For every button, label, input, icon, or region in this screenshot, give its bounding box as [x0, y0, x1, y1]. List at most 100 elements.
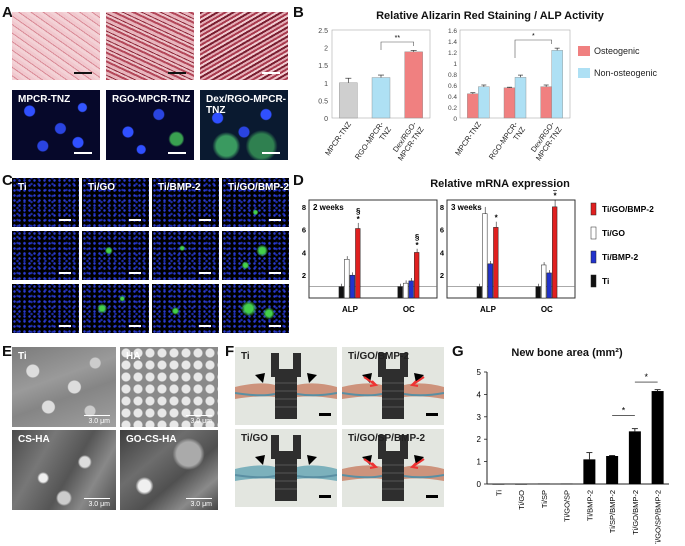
arrowhead-marker — [255, 455, 265, 465]
significance-bracket — [514, 39, 552, 58]
panel-label-f: F — [225, 343, 235, 360]
panel-label-d: D — [293, 172, 304, 189]
scale-bar — [129, 325, 141, 327]
bar — [408, 280, 414, 299]
legend-label: Ti/GO/BMP-2 — [602, 204, 654, 214]
y-tick-label: 1.2 — [448, 50, 457, 57]
legend-swatch — [578, 46, 590, 56]
sem-label: HA — [126, 351, 141, 362]
scale-bar — [59, 272, 71, 274]
x-tick-label: RGO-MPCR-TNZ — [353, 120, 393, 167]
bar — [371, 77, 391, 119]
significance-marker: ** — [395, 35, 401, 42]
scale-bar — [269, 325, 281, 327]
soft-tissue — [235, 392, 337, 397]
soft-tissue — [342, 392, 444, 397]
scale-bar — [426, 413, 438, 416]
x-tick-label: Ti/GO — [517, 490, 526, 510]
x-tick-label: Ti/GO/SP — [563, 490, 572, 522]
implant-body — [271, 353, 301, 419]
y-tick-label: 3 — [477, 413, 482, 422]
arrowhead-marker — [255, 373, 265, 383]
micrograph-immunofluorescence — [152, 231, 219, 280]
panel-label-e: E — [2, 343, 13, 360]
micrograph-immunofluorescence — [152, 284, 219, 333]
sem-ti: Ti 3.0 μm — [12, 347, 116, 427]
legend-label: Osteogenic — [594, 46, 640, 56]
bar — [651, 391, 664, 484]
scale-bar — [59, 325, 71, 327]
y-tick-label: 8 — [302, 203, 306, 212]
subplot-label: 2 weeks — [313, 203, 344, 212]
arrowhead-marker — [414, 373, 424, 383]
sem-label: GO-CS-HA — [126, 434, 177, 445]
bar — [478, 86, 490, 119]
scale-bar — [319, 413, 331, 416]
sem-label: CS-HA — [18, 434, 50, 445]
bar — [355, 228, 361, 299]
x-tick-label: ALP — [342, 305, 359, 314]
implant-illustration — [235, 353, 337, 419]
y-tick-label: 0 — [477, 480, 482, 489]
panel-label-a: A — [2, 4, 13, 21]
bar — [606, 456, 619, 484]
y-tick-label: 6 — [302, 226, 306, 235]
micrograph-label: Ti/BMP-2 — [158, 182, 201, 193]
bar — [515, 484, 528, 485]
legend-swatch — [590, 202, 597, 216]
plot-frame — [446, 199, 576, 299]
x-tick-label: OC — [403, 305, 415, 314]
x-tick-label: ALP — [480, 305, 497, 314]
histology-label: Ti — [241, 351, 250, 362]
chart-g-plot: 0 1 2 3 4 5 Ti Ti/GO Ti/SP Ti/GO/SP Ti/BMP-2 Ti/SP/… — [477, 368, 669, 544]
y-tick-label: 8 — [440, 203, 444, 212]
y-tick-label: 4 — [477, 390, 482, 399]
micrograph-staining-1 — [12, 12, 100, 80]
histology-section: Ti/GO/BMP-2 — [342, 347, 444, 425]
micrograph-label: Ti — [18, 182, 27, 193]
micrograph-immunofluorescence — [12, 284, 79, 333]
significance-marker: § — [553, 190, 558, 193]
red-arrow-marker — [363, 458, 379, 469]
implant-illustration — [235, 435, 337, 501]
arrowhead-marker — [307, 373, 317, 383]
sem-cs-ha: CS-HA 3.0 μm — [12, 430, 116, 510]
micrograph-label: Ti/GO/BMP-2 — [228, 182, 289, 193]
micrograph-fluor-rgo: RGO-MPCR-TNZ — [106, 90, 194, 160]
panel-label-c: C — [2, 172, 13, 189]
chart-d-title: Relative mRNA expression — [430, 178, 570, 190]
bar — [467, 93, 479, 119]
scale-bar — [262, 72, 280, 74]
arrowhead-marker — [414, 455, 424, 465]
x-tick-label: Dex/RGO-MPCR-TNZ — [526, 120, 563, 163]
y-tick-label: 1 — [324, 81, 328, 88]
implant-threads — [275, 464, 297, 490]
x-tick-label: Ti/SP/BMP-2 — [608, 490, 617, 533]
implant-threads — [382, 464, 404, 490]
soft-tissue — [342, 474, 444, 479]
bar — [546, 272, 552, 299]
scale-bar — [269, 219, 281, 221]
y-tick-label: 6 — [440, 226, 444, 235]
bar — [583, 459, 596, 484]
bar — [560, 483, 573, 485]
y-tick-label: 0.6 — [448, 83, 457, 90]
bar — [487, 263, 493, 299]
chart-g-title: New bone area (mm²) — [511, 347, 623, 359]
bar — [404, 51, 423, 119]
histology-section: Ti — [235, 347, 337, 425]
scale-text: 3.0 μm — [88, 418, 110, 425]
chart-g: 0 1 2 3 4 5 Ti Ti/GO Ti/SP Ti/GO/SP Ti/BMP-2 Ti/SP/… — [477, 368, 669, 544]
y-tick-label: 0 — [324, 116, 328, 123]
x-tick-label: Ti/SP — [540, 490, 549, 508]
bar — [476, 286, 482, 299]
chart-b-title: Relative Alizarin Red Staining / ALP Act… — [376, 10, 604, 22]
implant-illustration — [342, 435, 444, 501]
x-tick-label: RGO-MPCR-TNZ — [487, 120, 527, 167]
scale-bar — [84, 415, 110, 416]
significance-marker: * — [495, 214, 499, 223]
red-arrow-marker — [409, 458, 425, 469]
micrograph-immunofluorescence: Ti — [12, 178, 79, 227]
